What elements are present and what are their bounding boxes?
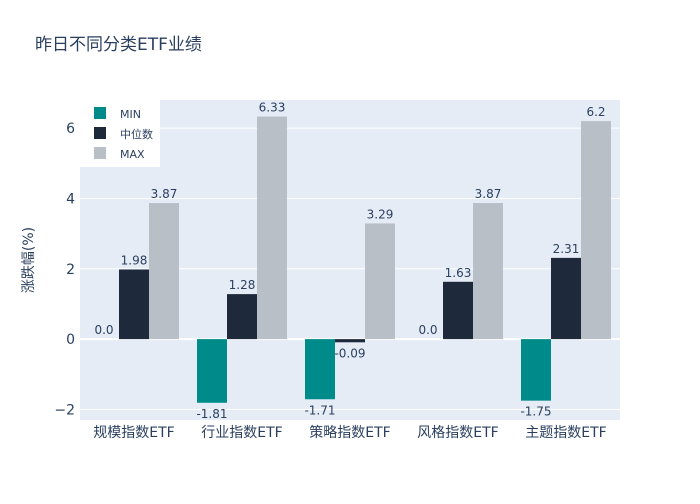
x-tick-label: 主题指数ETF (525, 425, 606, 441)
bar-中位数-1 (227, 294, 257, 340)
data-label: 3.87 (475, 187, 502, 201)
bar-MIN-4 (521, 339, 551, 401)
y-axis-title: 涨跌幅(%) (21, 227, 37, 293)
x-tick-label: 行业指数ETF (201, 425, 282, 441)
data-label: 2.31 (553, 242, 580, 256)
y-tick-label: −2 (54, 402, 75, 418)
data-label: 6.33 (259, 101, 286, 115)
legend-label[interactable]: 中位数 (120, 127, 153, 141)
data-label: 1.98 (121, 253, 148, 267)
data-label: 0.0 (418, 323, 437, 337)
bar-中位数-0 (119, 269, 149, 340)
legend-label[interactable]: MIN (120, 108, 141, 121)
axes: −2 0 2 4 6 规模指数ETF 行业指数ETF 策略指数ETF 风格指数ETF 主题指数ET… (54, 121, 606, 441)
y-tick-label: 2 (66, 262, 75, 278)
data-label: 3.29 (367, 207, 394, 221)
data-label: 3.87 (151, 187, 178, 201)
data-label: 1.28 (229, 278, 256, 292)
legend-label[interactable]: MAX (120, 148, 145, 161)
x-tick-label: 风格指数ETF (417, 425, 498, 441)
bar-MAX-1 (257, 116, 287, 340)
bar-MAX-4 (581, 121, 611, 340)
data-label: 1.63 (445, 266, 472, 280)
legend-swatch-MIN[interactable] (94, 107, 106, 119)
data-label: -0.09 (334, 346, 365, 360)
data-label: -1.75 (520, 405, 551, 419)
bar-中位数-3 (443, 281, 473, 340)
chart-title: 昨日不同分类ETF业绩 (35, 35, 202, 55)
bars (119, 116, 611, 403)
x-tick-label: 策略指数ETF (309, 424, 390, 441)
bar-中位数-2 (335, 339, 365, 343)
y-tick-label: 0 (66, 332, 75, 348)
bar-中位数-4 (551, 257, 581, 340)
bar-MAX-2 (365, 223, 395, 340)
data-label: -1.81 (196, 407, 227, 421)
legend-box (80, 100, 160, 167)
bar-MAX-3 (473, 203, 503, 340)
legend-swatch-MAX[interactable] (94, 147, 106, 159)
y-tick-label: 4 (66, 191, 75, 207)
bar-MIN-2 (305, 339, 335, 400)
data-label: 0.0 (94, 323, 113, 337)
legend-swatch-中位数[interactable] (94, 127, 106, 139)
bar-MIN-1 (197, 339, 227, 403)
data-label: 6.2 (586, 105, 605, 119)
x-tick-label: 规模指数ETF (93, 425, 174, 441)
bar-MAX-0 (149, 203, 179, 340)
data-label: -1.71 (304, 403, 335, 417)
legend[interactable]: MIN 中位数 MAX (80, 100, 160, 167)
data-labels: 0.0 1.98 3.87 -1.81 1.28 6.33 -1.71 -0.09 3.29 0.… (94, 101, 605, 421)
y-tick-label: 6 (66, 121, 75, 137)
